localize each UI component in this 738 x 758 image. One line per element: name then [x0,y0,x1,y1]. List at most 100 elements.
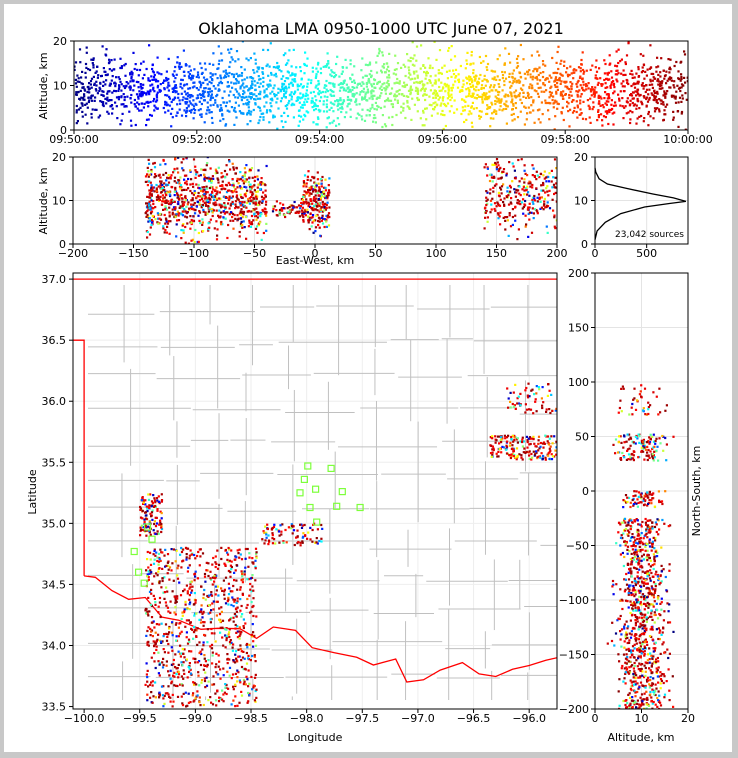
map-source-point [206,628,209,631]
east-west-point [249,153,251,155]
east-west-point [499,211,502,214]
east-west-point [241,223,244,227]
altitude-time-point [476,81,479,84]
east-west-point [167,202,171,206]
altitude-time-point [647,110,650,114]
altitude-time-point [338,89,342,92]
altitude-time-point [90,86,93,89]
altitude-time-point [256,70,259,73]
map-source-point [198,618,201,621]
altitude-time-point [273,93,276,96]
altitude-time-point [423,90,426,93]
east-west-point [231,178,234,181]
altitude-time-point [247,109,251,112]
map-source-point [226,670,229,673]
east-west-ytick-label: 10 [52,195,66,208]
east-west-point [148,162,151,165]
altitude-time-point [171,73,174,76]
altitude-time-point [77,90,80,94]
altitude-time-point [495,78,498,81]
east-west-point [185,180,188,183]
altitude-time-point [623,90,626,93]
east-west-point [295,211,298,214]
altitude-time-point [306,94,309,97]
map-source-point [209,618,212,621]
east-west-point [509,190,512,193]
map-source-point [220,557,223,561]
map-source-point [162,591,165,594]
map-source-point [170,646,173,649]
altitude-time-point [252,93,255,96]
east-west-point [308,186,311,189]
east-west-point [546,190,549,193]
altitude-time-point [428,103,431,106]
altitude-time-point [478,77,481,80]
map-source-point [234,684,237,688]
altitude-time-point [524,77,527,80]
east-west-point [513,169,516,172]
altitude-time-point [319,91,323,94]
altitude-time-point [217,84,220,87]
map-source-point [153,660,156,663]
east-west-point [520,201,524,204]
altitude-time-point [93,99,96,102]
altitude-time-point [479,115,483,118]
east-west-point [543,203,546,206]
altitude-time-point [203,95,206,98]
altitude-time-point [143,102,146,105]
altitude-time-point [424,66,427,69]
east-west-point [554,227,557,230]
map-source-point [144,607,147,610]
map-source-point [253,634,256,637]
altitude-time-point [537,73,540,77]
altitude-time-point [655,100,658,103]
altitude-time-point [594,66,597,69]
altitude-time-point [349,77,352,80]
altitude-time-point [284,63,288,66]
altitude-time-point [386,81,389,84]
map-source-point [203,575,207,578]
map-source-point [202,644,205,647]
altitude-time-point [479,95,482,98]
map-source-point [179,683,182,686]
map-source-point [180,546,183,550]
altitude-time-point [420,88,423,91]
east-west-point [172,171,175,174]
east-west-point [254,203,257,206]
altitude-time-point [614,73,617,76]
altitude-time-point [343,81,346,84]
map-source-point [167,693,170,696]
altitude-time-point [349,108,352,111]
altitude-time-point [307,111,310,114]
altitude-time-point [644,90,647,94]
map-source-point [216,689,219,692]
altitude-time-point [324,91,327,94]
east-west-point [328,177,331,180]
altitude-time-point [411,77,414,80]
altitude-time-point [582,72,585,75]
east-west-point [148,217,151,220]
east-west-point [243,193,246,196]
east-west-point [221,180,224,183]
altitude-time-point [321,90,324,94]
altitude-time-point [297,114,301,117]
altitude-time-point [228,71,231,75]
east-west-point [502,183,505,186]
altitude-time-point [373,114,376,117]
east-west-point [150,199,153,202]
map-source-point [242,650,245,653]
altitude-time-point [138,109,141,112]
altitude-time-point [84,103,87,106]
altitude-time-point [426,82,429,85]
map-source-point [147,614,150,617]
east-west-point [150,189,153,192]
altitude-time-point [311,70,314,73]
altitude-time-point [555,100,558,103]
altitude-time-point [87,96,90,99]
east-west-point [488,179,492,183]
altitude-time-point [664,113,667,116]
east-west-point [491,180,494,183]
altitude-time-point [672,94,675,97]
altitude-time-point [82,98,85,101]
east-west-point [536,174,539,177]
